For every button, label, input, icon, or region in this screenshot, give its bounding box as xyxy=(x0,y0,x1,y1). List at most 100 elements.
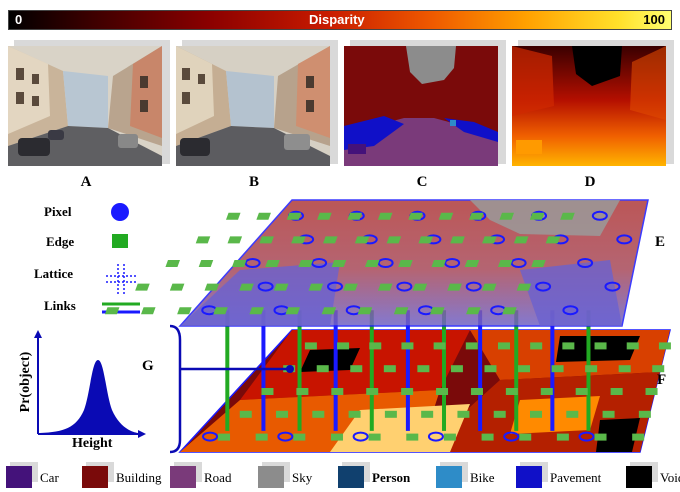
lower-edge-node xyxy=(261,388,274,395)
upper-edge-node xyxy=(513,236,529,244)
upper-edge-node xyxy=(545,236,561,244)
prior-height-plot xyxy=(34,330,146,438)
upper-edge-node xyxy=(286,212,302,220)
lower-pixel-node xyxy=(578,431,595,442)
lower-edge-node xyxy=(585,365,598,373)
upper-edge-node xyxy=(450,236,465,244)
lower-edge-node xyxy=(457,410,470,418)
lower-edge-node xyxy=(540,388,553,395)
lower-edge-node xyxy=(369,342,382,350)
legend-swatch-void xyxy=(626,466,652,488)
prior-curve xyxy=(40,360,138,433)
legend-label-person: Person xyxy=(372,470,411,485)
upper-edge-node xyxy=(398,260,413,267)
lower-edge-node xyxy=(417,365,430,373)
upper-edge-node xyxy=(347,212,363,220)
upper-edge-node xyxy=(431,260,446,267)
upper-pixel-node xyxy=(591,210,608,221)
lower-edge-node xyxy=(618,365,631,373)
lower-edge-node xyxy=(652,365,665,373)
vertical-links xyxy=(225,310,591,431)
upper-pixel-node xyxy=(326,281,343,292)
lower-edge-node xyxy=(401,342,414,350)
lower-edge-node xyxy=(470,388,483,395)
lower-edge-node xyxy=(594,433,607,441)
lattice-icon xyxy=(106,264,136,294)
legend-swatch-person xyxy=(338,466,364,488)
upper-edge-node xyxy=(298,260,313,267)
caption-a: A xyxy=(80,174,92,190)
upper-edge-node xyxy=(364,260,380,267)
lower-edge-node xyxy=(481,433,494,441)
disparity-min: 0 xyxy=(15,12,23,27)
lower-edge-node xyxy=(551,365,564,373)
upper-pixel-node xyxy=(535,281,552,292)
legend-label-building: Building xyxy=(116,470,162,485)
upper-edge-node xyxy=(256,212,271,220)
lower-edge-node xyxy=(658,342,671,350)
upper-edge-node xyxy=(135,283,150,291)
legend-label-pavement: Pavement xyxy=(550,470,602,485)
upper-edge-node xyxy=(343,283,358,291)
lower-edge-node xyxy=(255,433,268,441)
lower-edge-node xyxy=(484,365,497,373)
upper-edge-node xyxy=(317,212,332,220)
label-e: E xyxy=(655,234,666,250)
caption-c: C xyxy=(416,174,428,190)
lower-edge-node xyxy=(602,410,615,418)
upper-edge-node xyxy=(239,283,254,291)
upper-pixel-node xyxy=(562,305,579,316)
disparity-colorbar: 0 Disparity 100 xyxy=(8,10,672,30)
upper-edge-node xyxy=(165,260,180,267)
layered-lattice-diagram xyxy=(104,199,671,454)
lower-edge-node xyxy=(218,433,231,441)
legend-label-void: Void xyxy=(660,470,680,485)
upper-edge-node xyxy=(466,307,481,315)
lower-edge-node xyxy=(575,388,588,395)
upper-edge-node xyxy=(231,260,247,267)
legend-swatch-sky xyxy=(258,466,284,488)
caption-b: B xyxy=(248,174,259,190)
lower-edge-node xyxy=(296,388,309,395)
legend-swatch-pavement xyxy=(516,466,542,488)
upper-edge-node xyxy=(104,307,120,315)
upper-edge-node xyxy=(169,283,185,291)
lower-edge-node xyxy=(518,365,531,373)
upper-edge-node xyxy=(393,307,409,315)
upper-edge-node xyxy=(285,307,301,315)
label-g: G xyxy=(142,358,154,374)
upper-pixel-node xyxy=(510,258,527,268)
panel-d-disparity-map xyxy=(512,46,666,166)
label-f: F xyxy=(657,372,667,388)
lower-edge-node xyxy=(276,410,289,418)
upper-edge-node xyxy=(502,307,517,315)
legend-label-bike: Bike xyxy=(470,470,495,485)
upper-edge-node xyxy=(497,260,513,267)
lower-edge-node xyxy=(610,388,623,395)
upper-edge-node xyxy=(531,260,546,267)
lower-pixel-node xyxy=(503,431,520,442)
lower-edge-node xyxy=(556,433,569,441)
lower-edge-node xyxy=(239,410,252,418)
lower-edge-node xyxy=(632,433,645,441)
upper-edge-node xyxy=(265,260,280,267)
caption-d: D xyxy=(584,174,596,190)
upper-pixel-node xyxy=(377,258,394,268)
upper-edge-node xyxy=(321,307,337,315)
upper-edge-node xyxy=(377,283,393,291)
legend-swatch-car xyxy=(6,466,32,488)
upper-edge-node xyxy=(273,283,289,291)
upper-edge-node xyxy=(516,283,532,291)
upper-edge-node xyxy=(499,212,514,220)
upper-edge-node xyxy=(227,236,243,244)
lower-edge-node xyxy=(505,388,518,395)
lower-edge-node xyxy=(626,342,639,350)
lower-edge-node xyxy=(337,342,350,350)
lower-edge-node xyxy=(566,410,579,418)
legend-swatch-building xyxy=(82,466,108,488)
legend-label-sky: Sky xyxy=(292,470,313,485)
legend-pixel-label: Pixel xyxy=(44,204,72,219)
lower-edge-node xyxy=(383,365,396,373)
lower-edge-node xyxy=(530,410,543,418)
upper-lattice-nodes xyxy=(104,210,633,316)
